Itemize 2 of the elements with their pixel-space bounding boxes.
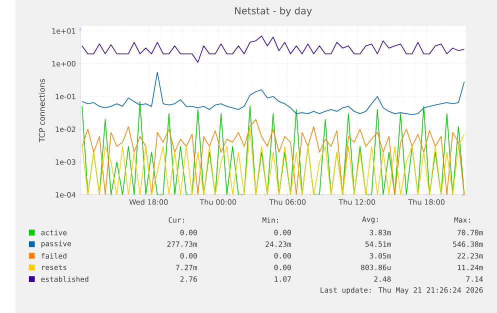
chart-title: Netstat - by day bbox=[235, 6, 312, 16]
line-series bbox=[82, 72, 465, 115]
